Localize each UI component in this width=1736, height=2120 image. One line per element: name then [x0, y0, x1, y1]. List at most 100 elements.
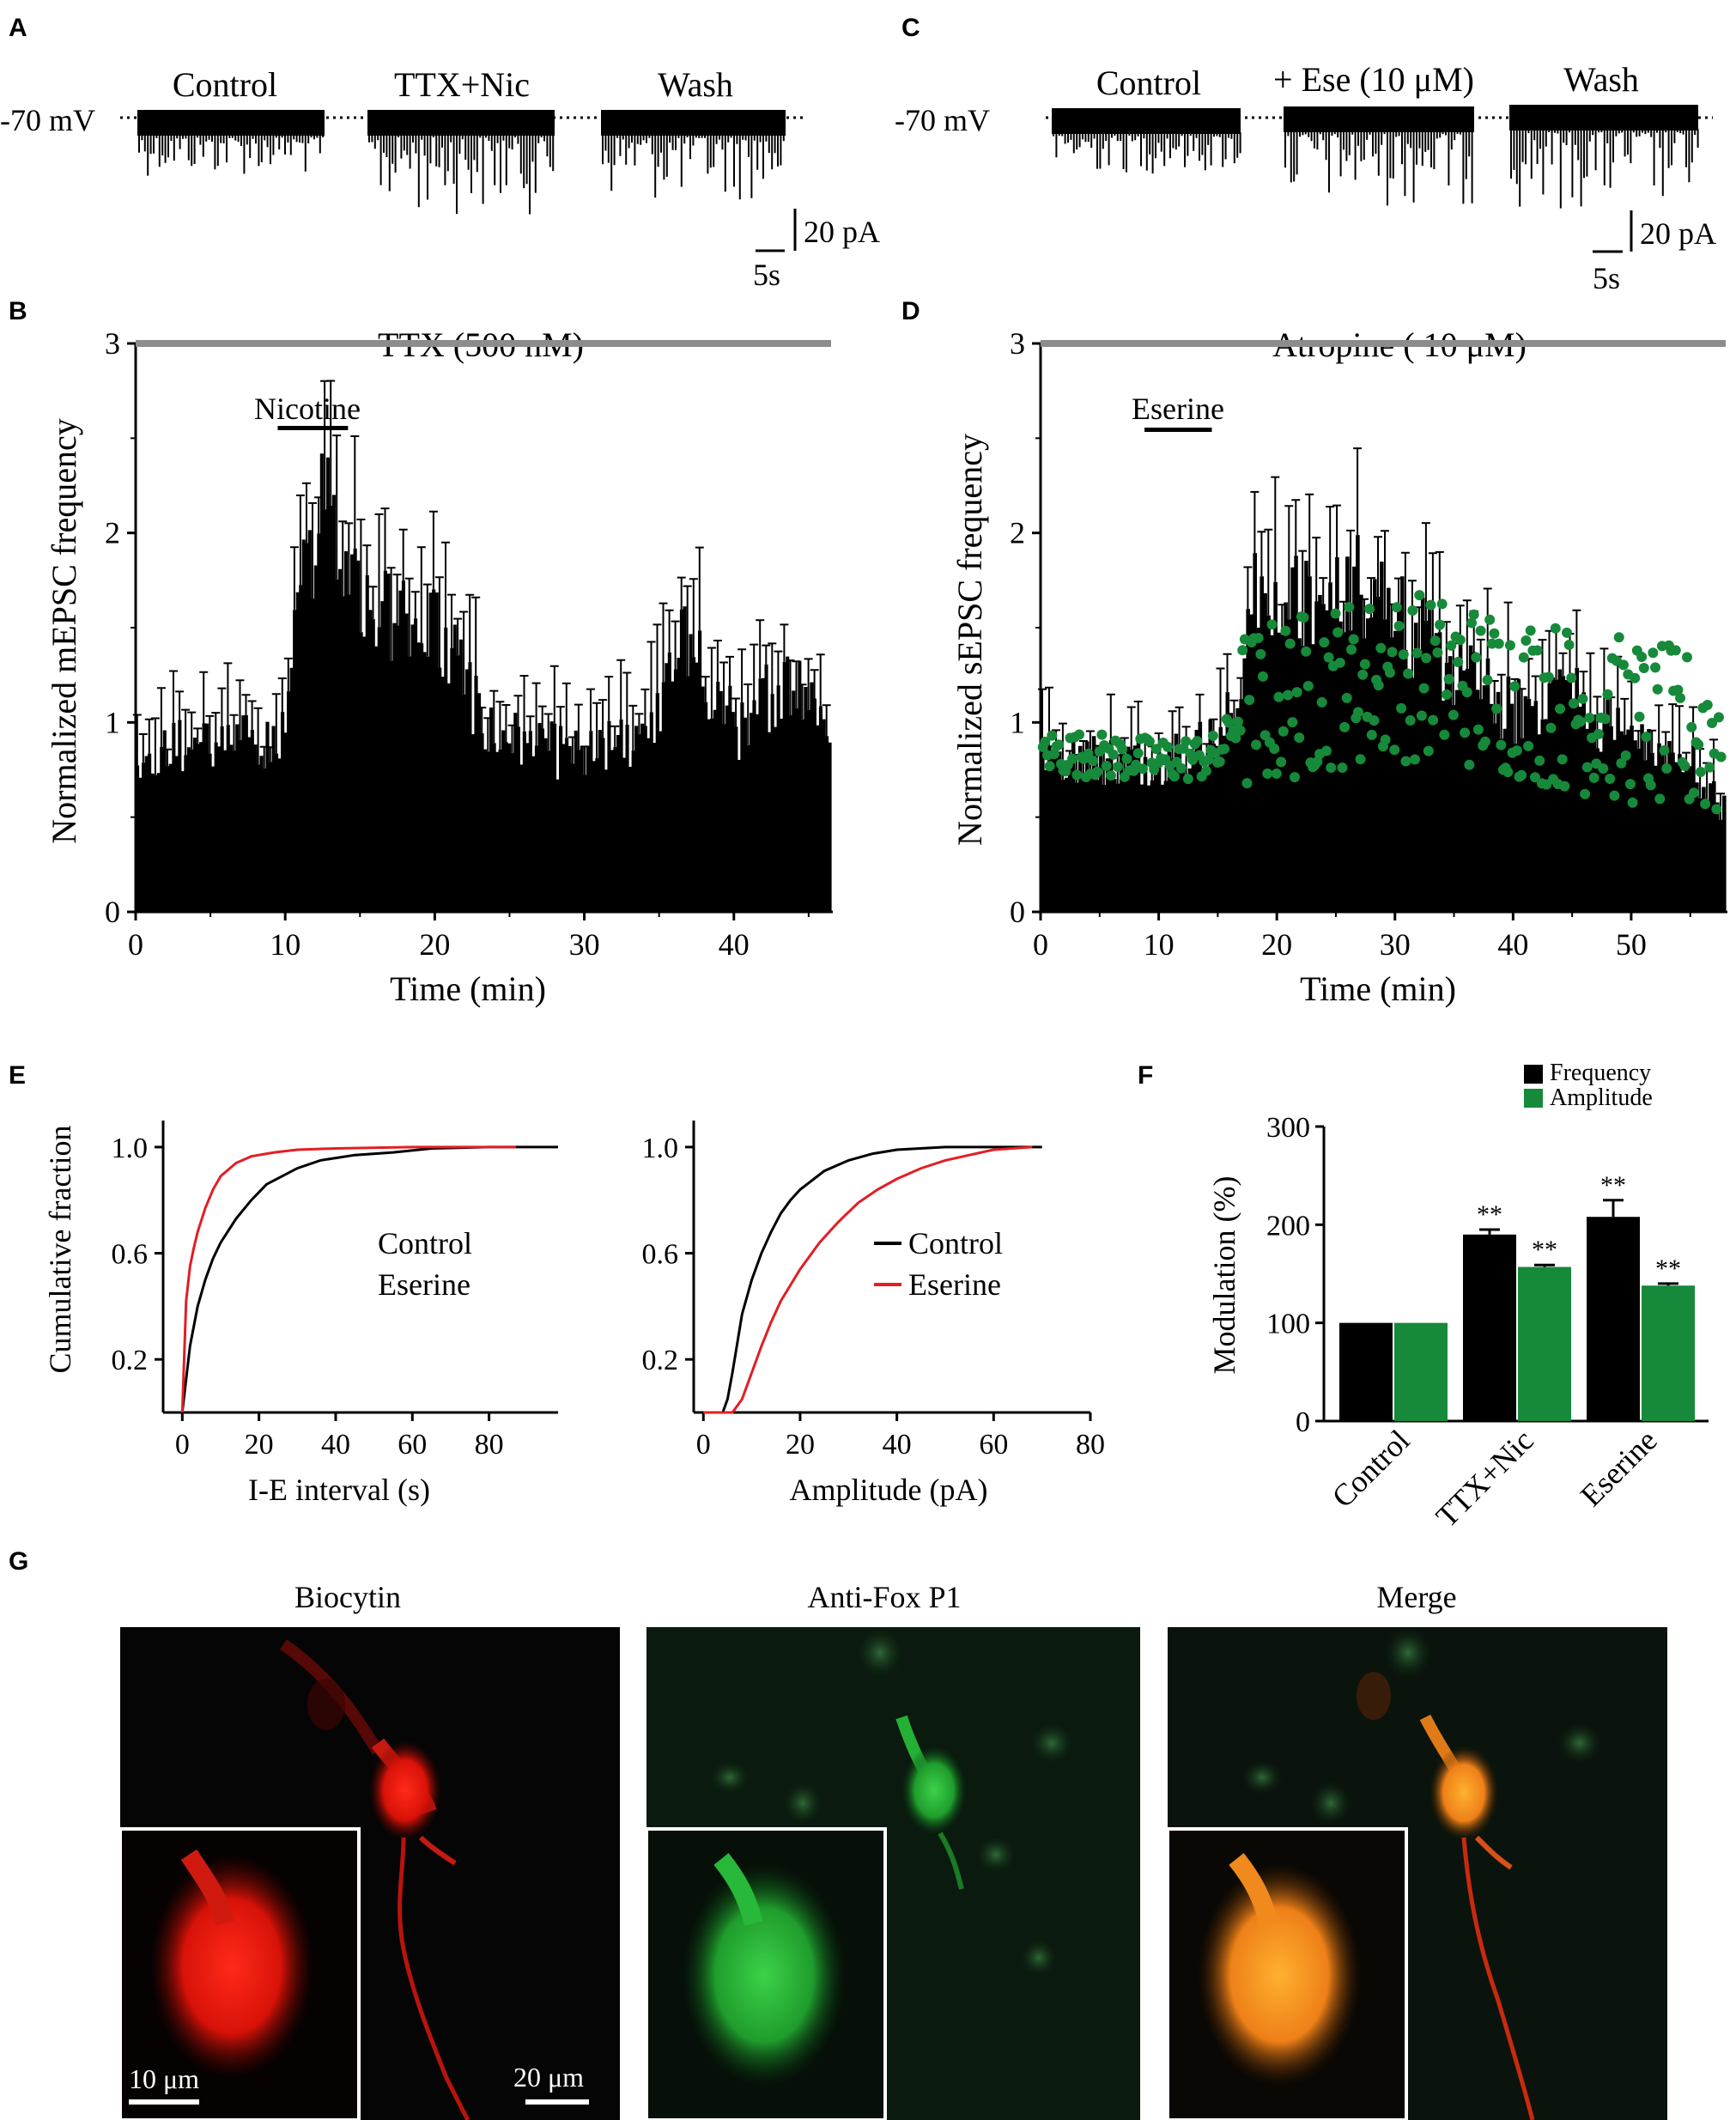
- trace-c-eserine: [1284, 106, 1474, 132]
- E-left-xtick-label-1: 20: [245, 1429, 274, 1461]
- F-errbar-TTX+Nic-Amplitude: [1534, 1263, 1555, 1267]
- B-xtick-label-4: 40: [719, 927, 750, 962]
- D-green-point: [1357, 669, 1369, 680]
- chart-d-drug-label: Eserine: [1132, 392, 1224, 426]
- D-green-point: [1244, 695, 1255, 706]
- D-green-point: [1411, 647, 1423, 659]
- chart-b-xlabel: Time (min): [390, 969, 546, 1008]
- panel-a: -70 mV Control TTX+Nic Wash 20 pA 5s: [0, 65, 880, 292]
- D-green-point: [1652, 683, 1663, 695]
- D-green-point: [1214, 756, 1225, 767]
- F-sig-Eserine-Amplitude: **: [1655, 1254, 1681, 1283]
- E-left-xtick-label-0: 0: [175, 1429, 190, 1461]
- chart-f-ylabel: Modulation (%): [1207, 1176, 1241, 1375]
- D-green-point: [1255, 648, 1266, 659]
- trace-c-control: [1052, 108, 1241, 134]
- E-left-line-Eserine: [180, 1145, 516, 1413]
- E-right-xtick-label-0: 0: [696, 1429, 711, 1461]
- scale-a-time-label: 5s: [753, 258, 780, 292]
- D-green-point: [1096, 729, 1108, 740]
- D-green-point: [1700, 799, 1711, 810]
- D-green-point: [1150, 744, 1162, 755]
- D-green-point: [1391, 602, 1402, 613]
- D-green-point: [1502, 767, 1514, 778]
- chart-b-bars: [132, 340, 832, 912]
- D-green-point: [1112, 762, 1123, 773]
- F-bar-Control-Frequency: [1339, 1322, 1393, 1421]
- D-green-point: [1443, 673, 1454, 684]
- F-category-label-2: Eserine: [1574, 1423, 1664, 1513]
- B-treatment-bar: [136, 340, 831, 347]
- D-green-point: [1423, 745, 1434, 756]
- D-green-point: [1627, 797, 1638, 808]
- D-green-point: [1616, 757, 1627, 768]
- D-green-point: [1092, 766, 1103, 777]
- chart-f: Frequency Amplitude ** ** ** ** Control TTX+…: [1207, 1060, 1709, 1534]
- F-ytick-label-1: 100: [1266, 1309, 1310, 1340]
- E-right-line-Control: [703, 1145, 1042, 1414]
- chart-e-right-legend-eserine: Eserine: [908, 1267, 1001, 1302]
- E-left-ytick-label-1: 0.6: [112, 1239, 149, 1271]
- D-green-point: [1251, 739, 1262, 750]
- D-green-point: [1493, 638, 1504, 649]
- image-biocytin: 10 μm 20 μm: [118, 1627, 620, 2120]
- E-left-ytick-label-2: 1.0: [112, 1133, 149, 1164]
- D-green-point: [1337, 762, 1348, 774]
- D-green-point: [1301, 646, 1312, 657]
- D-green-point: [1496, 739, 1507, 750]
- D-green-point: [1071, 769, 1083, 781]
- panel-c: -70 mV Control + Ese (10 μM) Wash 20 pA …: [895, 60, 1716, 295]
- D-green-point: [1355, 754, 1366, 765]
- D-green-point: [1584, 712, 1595, 723]
- E-right-line-Eserine: [703, 1145, 1033, 1414]
- D-green-point: [1364, 604, 1375, 615]
- D-green-point: [1276, 756, 1287, 768]
- D-xtick-label-1: 10: [1144, 927, 1175, 962]
- D-ytick-label-3: 3: [1010, 326, 1025, 361]
- D-green-point: [1384, 667, 1395, 678]
- D-xtick-label-3: 30: [1380, 927, 1411, 962]
- D-green-point: [1200, 765, 1211, 776]
- chart-f-bars: ** ** ** **: [1339, 1171, 1695, 1421]
- D-green-point: [1257, 671, 1268, 682]
- D-green-point: [1693, 739, 1704, 750]
- D-green-point: [1435, 619, 1446, 630]
- D-green-point: [1369, 715, 1380, 726]
- trace-c-events: [1053, 129, 1699, 209]
- chart-e-right: 0 20 40 60 80 0.2 0.6 1.0 Control Eserine Ampli…: [642, 1121, 1105, 1507]
- scale-c-current-label: 20 pA: [1640, 216, 1716, 251]
- D-green-point: [1271, 768, 1282, 779]
- trace-c-wash: [1509, 105, 1698, 131]
- E-right-xtick-label-1: 20: [786, 1429, 815, 1461]
- D-green-point: [1241, 778, 1253, 789]
- D-green-point: [1144, 736, 1155, 747]
- D-green-point: [1580, 788, 1591, 799]
- F-errbar-TTX+Nic-Frequency: [1479, 1228, 1500, 1235]
- D-green-point: [1471, 652, 1482, 663]
- D-green-point: [1284, 638, 1296, 649]
- chart-e-right-xlabel: Amplitude (pA): [790, 1473, 988, 1507]
- D-green-point: [1609, 790, 1620, 801]
- E-right-xtick-label-4: 80: [1076, 1429, 1105, 1461]
- B-error-bars: [132, 380, 831, 775]
- D-green-point: [1516, 769, 1527, 781]
- inset-scale-label-biocytin: 10 μm: [129, 2063, 199, 2094]
- D-green-point: [1428, 714, 1439, 726]
- D-green-point: [1232, 716, 1243, 727]
- D-green-point: [1504, 640, 1515, 651]
- D-green-point: [1352, 707, 1363, 718]
- D-green-point: [1436, 598, 1448, 610]
- D-green-point: [1630, 672, 1641, 683]
- D-green-point: [1067, 753, 1078, 764]
- D-green-point: [1316, 696, 1327, 708]
- D-green-point: [1491, 703, 1502, 714]
- D-green-point: [1618, 659, 1630, 671]
- D-green-point: [1475, 625, 1486, 636]
- chart-e-right-legend-control: Control: [908, 1226, 1003, 1260]
- D-green-point: [1375, 642, 1387, 653]
- D-xtick-label-0: 0: [1033, 927, 1048, 962]
- D-green-point: [1636, 651, 1648, 662]
- D-green-point: [1634, 711, 1645, 722]
- D-green-point: [1291, 687, 1302, 698]
- D-green-point: [1403, 668, 1414, 679]
